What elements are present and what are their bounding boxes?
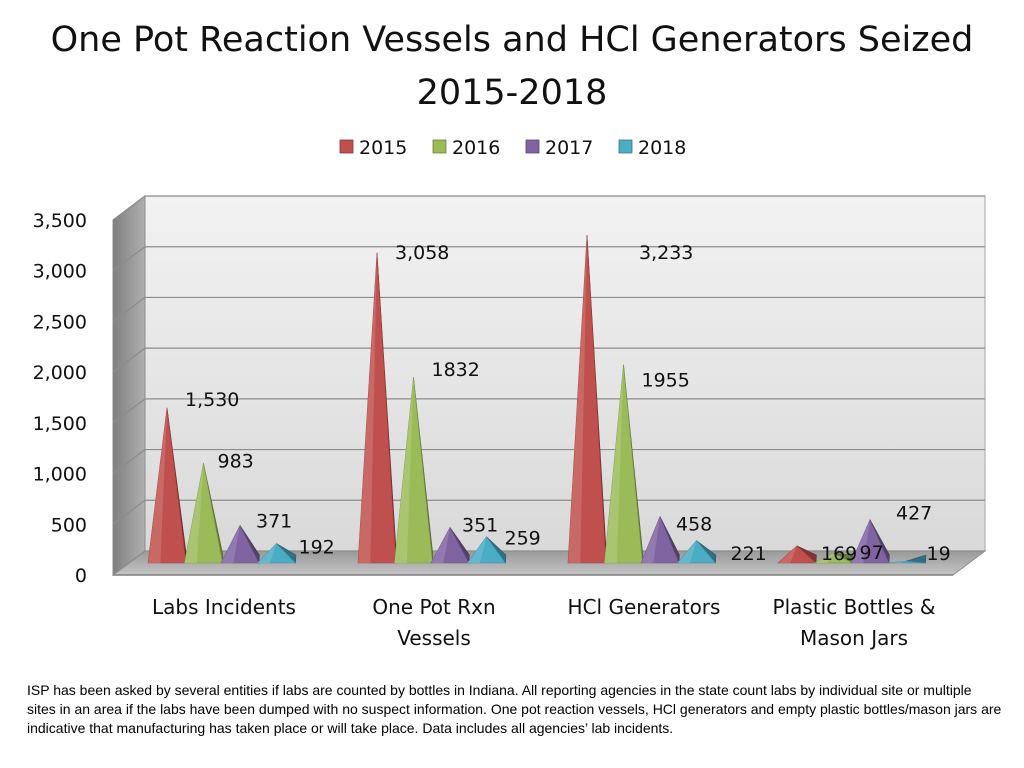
bar-2018-1 [466,536,507,564]
y-tick-label: 0 [75,565,87,587]
y-tick-label: 1,000 [33,464,87,486]
y-tick-label: 2,000 [33,362,87,384]
data-label: 1,530 [185,389,239,411]
legend-item-2016: 2016 [432,137,500,159]
gridline [112,246,985,272]
legend-item-2017: 2017 [525,137,593,159]
legend-swatch [618,139,633,154]
gridline [112,448,985,475]
data-label: 3,058 [395,242,449,264]
data-label: 19 [927,543,951,565]
bar-2018-2 [676,540,717,564]
chart-side-wall [112,195,146,576]
chart-plot: 0 500 1,000 1,500 2,000 2,500 3,000 3,500 Labs … [33,137,987,650]
bar-2016-1 [394,377,434,564]
legend-label: 2015 [359,137,407,159]
bar-2017-3 [850,518,890,564]
y-tick-label: 3,500 [33,210,87,232]
legend-label: 2017 [545,137,593,159]
data-label: 371 [256,510,292,532]
legend-swatch [525,139,540,154]
footnote-text: ISP has been asked by several entities i… [27,682,1002,736]
x-category-label: Plastic Bottles & Mason Jars [773,595,936,650]
legend-label: 2016 [452,137,500,159]
gridline [112,499,985,525]
bar-2015-1 [357,252,397,564]
y-tick-label: 2,500 [33,311,87,333]
data-label: 458 [676,514,712,536]
x-category-label: HCl Generators [568,595,721,619]
bar-2017-1 [430,526,470,565]
bar-2018-3 [887,554,927,564]
y-tick-label: 1,500 [33,413,87,435]
legend-item-2018: 2018 [618,137,686,159]
data-label: 259 [505,528,541,550]
legend-swatch [339,139,354,154]
legend-item-2015: 2015 [339,137,407,159]
x-category-label: One Pot Rxn Vessels [372,595,495,650]
legend-label: 2018 [638,137,686,159]
data-label: 221 [731,543,767,565]
x-category-label: Labs Incidents [152,595,296,619]
bar-2015-0 [147,407,187,564]
bar-2017-2 [640,515,680,564]
data-label: 1955 [642,370,690,392]
bar-2017-0 [220,524,260,565]
bar-2015-3 [777,545,817,564]
y-tick-label: 500 [51,514,87,536]
data-label: 1832 [432,359,480,381]
gridline [112,347,985,373]
legend-swatch [432,139,447,154]
data-label: 97 [860,542,884,564]
gridline [112,195,985,221]
data-label: 3,233 [639,242,693,264]
y-tick-label: 3,000 [33,261,87,283]
bar-2018-0 [256,543,297,564]
data-label: 169 [821,543,857,565]
data-label: 351 [462,514,498,536]
bar-2016-0 [184,463,224,564]
data-label: 427 [896,503,932,525]
bar-2016-2 [604,364,644,564]
data-label: 192 [299,537,335,559]
chart-title: One Pot Reaction Vessels and HCl Generat… [50,20,974,113]
gridline [112,296,985,322]
chart-back-wall [144,195,986,552]
data-label: 983 [218,450,254,472]
gridline [112,398,985,424]
